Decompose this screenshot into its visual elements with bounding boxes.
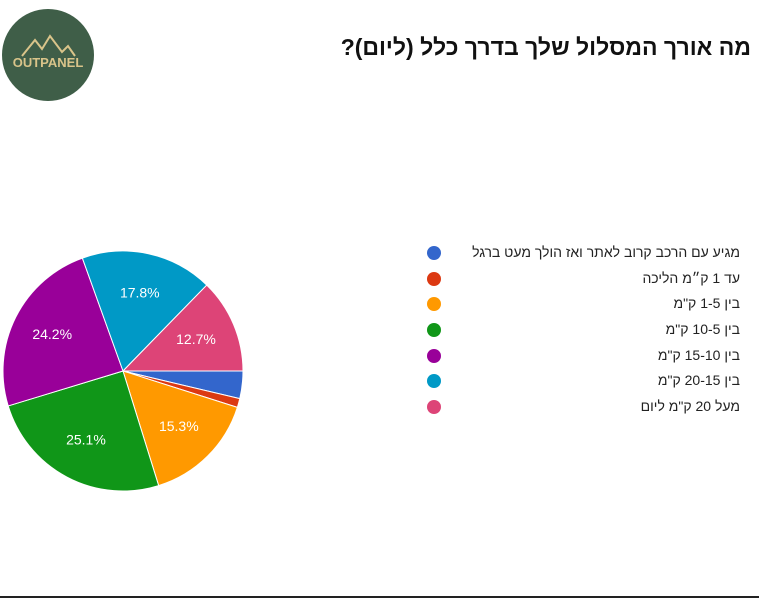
legend-label: עד 1 ק״מ הליכה — [642, 269, 740, 286]
pie-slice — [81, 250, 208, 372]
legend-item: בין 15-10 ק"מ — [427, 345, 740, 371]
legend-item: בין 1-5 ק"מ — [427, 293, 740, 319]
pie-slice — [122, 370, 238, 487]
legend-swatch — [427, 400, 441, 415]
slice-label: 17.8% — [120, 284, 160, 300]
legend-item: בין 10-5 ק"מ — [427, 319, 740, 345]
legend-swatch — [427, 271, 441, 286]
legend-label: בין 1-5 ק"מ — [673, 295, 740, 312]
legend-swatch — [427, 374, 441, 389]
legend-label: בין 10-5 ק"מ — [665, 321, 740, 338]
pie-chart: 15.3% 25.1% 24.2% 17.8% 12.7% — [2, 250, 244, 492]
slice-label: 24.2% — [32, 326, 72, 342]
logo-text: OUTPANEL — [13, 55, 84, 70]
slice-label: 12.7% — [176, 331, 216, 347]
slice-label: 15.3% — [159, 418, 199, 434]
logo: OUTPANEL — [2, 9, 94, 101]
chart-title: מה אורך המסלול שלך בדרך כלל (ליום)? — [340, 34, 751, 60]
legend-swatch — [427, 348, 441, 363]
legend-label: בין 15-10 ק"מ — [657, 346, 740, 363]
legend-label: מעל 20 ק"מ ליום — [640, 398, 740, 415]
legend-label: מגיע עם הרכב קרוב לאתר ואז הולך מעט ברגל — [472, 244, 740, 260]
slice-label: 25.1% — [66, 432, 106, 448]
logo-mountains — [21, 34, 76, 57]
legend-swatch — [427, 323, 441, 338]
legend-swatch — [427, 297, 441, 312]
legend-label: בין 20-15 ק"מ — [657, 372, 740, 389]
legend-item: מעל 20 ק"מ ליום — [427, 396, 740, 422]
legend-item: בין 20-15 ק"מ — [427, 370, 740, 396]
logo-circle — [2, 9, 94, 101]
pie-slice — [121, 284, 244, 372]
legend-item: עד 1 ק״מ הליכה — [427, 268, 740, 294]
frame-line — [0, 596, 759, 598]
pie-slice — [7, 370, 160, 492]
legend: מגיע עם הרכב קרוב לאתר ואז הולך מעט ברגל… — [427, 242, 740, 422]
legend-swatch — [427, 246, 441, 260]
legend-item: מגיע עם הרכב קרוב לאתר ואז הולך מעט ברגל — [427, 242, 740, 268]
pie-slice — [2, 257, 124, 407]
